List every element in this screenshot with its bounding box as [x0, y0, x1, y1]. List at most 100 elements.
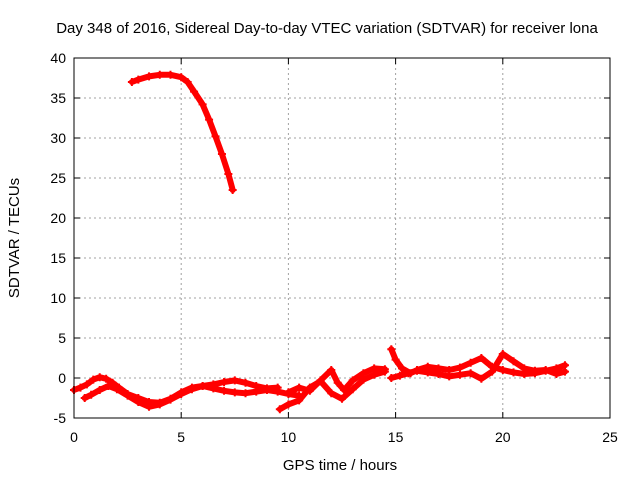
data-point [198, 100, 207, 109]
data-point [82, 380, 91, 389]
data-point [190, 87, 199, 96]
data-point [391, 355, 400, 364]
y-tick-label: 35 [50, 90, 66, 106]
grid [74, 58, 610, 418]
data-point [552, 370, 561, 378]
data-point [509, 368, 518, 377]
data-point [230, 376, 239, 385]
data-point [413, 366, 422, 375]
series-3 [275, 367, 389, 414]
data-point [395, 371, 404, 380]
data-point [370, 364, 379, 373]
x-tick-label: 15 [388, 429, 404, 445]
data-point [284, 400, 293, 409]
data-point [155, 400, 164, 409]
data-point [477, 354, 486, 362]
data-point [230, 388, 239, 397]
data-point [134, 398, 143, 406]
data-point [220, 378, 229, 386]
series-6 [387, 350, 569, 383]
data-point [404, 369, 413, 378]
data-point [102, 374, 111, 383]
data-point [327, 389, 336, 398]
chart-title: Day 348 of 2016, Sidereal Day-to-day VTE… [56, 20, 598, 37]
series-2 [80, 376, 282, 411]
data-points [70, 70, 569, 414]
y-tick-label: 10 [50, 290, 66, 306]
data-point [466, 369, 475, 378]
series-4 [284, 364, 389, 397]
data-point [275, 405, 284, 414]
data-point [183, 78, 192, 86]
series-track [285, 365, 388, 396]
data-point [127, 78, 136, 86]
data-point [211, 132, 220, 141]
y-tick-label: 15 [50, 250, 66, 266]
series-track [128, 71, 236, 193]
data-point [209, 380, 218, 389]
data-point [520, 364, 529, 373]
data-point [488, 367, 497, 376]
data-point [348, 385, 357, 394]
data-point [224, 170, 233, 178]
data-point [166, 70, 175, 79]
data-point [541, 366, 550, 374]
y-axis-label: SDTVAR / TECUs [6, 178, 23, 298]
data-point [509, 357, 518, 366]
data-point [387, 374, 396, 382]
x-tick-label: 20 [495, 429, 511, 445]
y-tick-label: 30 [50, 130, 66, 146]
data-point [76, 383, 85, 392]
data-point [241, 378, 250, 387]
data-point [80, 394, 89, 402]
data-point [387, 345, 396, 354]
data-point [112, 385, 121, 394]
data-point [455, 370, 464, 379]
data-point [273, 383, 282, 392]
series-0 [127, 70, 237, 194]
y-tick-label: 25 [50, 170, 66, 186]
data-point [104, 382, 113, 390]
data-point [205, 115, 214, 124]
data-point [145, 402, 154, 411]
data-point [166, 395, 175, 404]
data-point [423, 368, 432, 377]
data-point [305, 386, 314, 395]
data-point [89, 375, 98, 384]
data-point [348, 376, 357, 385]
y-tick-label: -5 [54, 410, 67, 426]
data-point [155, 70, 164, 79]
data-point [340, 386, 349, 394]
x-tick-label: 25 [602, 429, 618, 445]
x-tick-label: 0 [70, 429, 78, 445]
data-point [177, 390, 186, 398]
data-point [359, 369, 368, 378]
data-point [295, 383, 304, 392]
y-tick-label: 20 [50, 210, 66, 226]
data-point [338, 394, 346, 403]
data-point [198, 382, 207, 390]
data-point [145, 72, 154, 81]
data-point [220, 386, 229, 395]
plot-frame [73, 57, 611, 419]
data-point [477, 374, 486, 383]
data-point [177, 73, 186, 82]
data-point [445, 372, 454, 381]
data-point [123, 391, 132, 400]
data-point [134, 75, 143, 84]
data-point [295, 396, 304, 405]
data-point [217, 150, 226, 158]
data-point [95, 386, 104, 394]
data-point [284, 388, 293, 397]
data-point [380, 365, 389, 374]
y-tick-label: 5 [58, 330, 66, 346]
x-tick-label: 10 [281, 429, 297, 445]
data-point [87, 390, 96, 399]
data-point [187, 385, 196, 394]
data-point [228, 186, 237, 194]
data-point [498, 350, 507, 358]
data-point [95, 373, 104, 382]
data-point [455, 363, 464, 372]
data-point [560, 367, 569, 376]
